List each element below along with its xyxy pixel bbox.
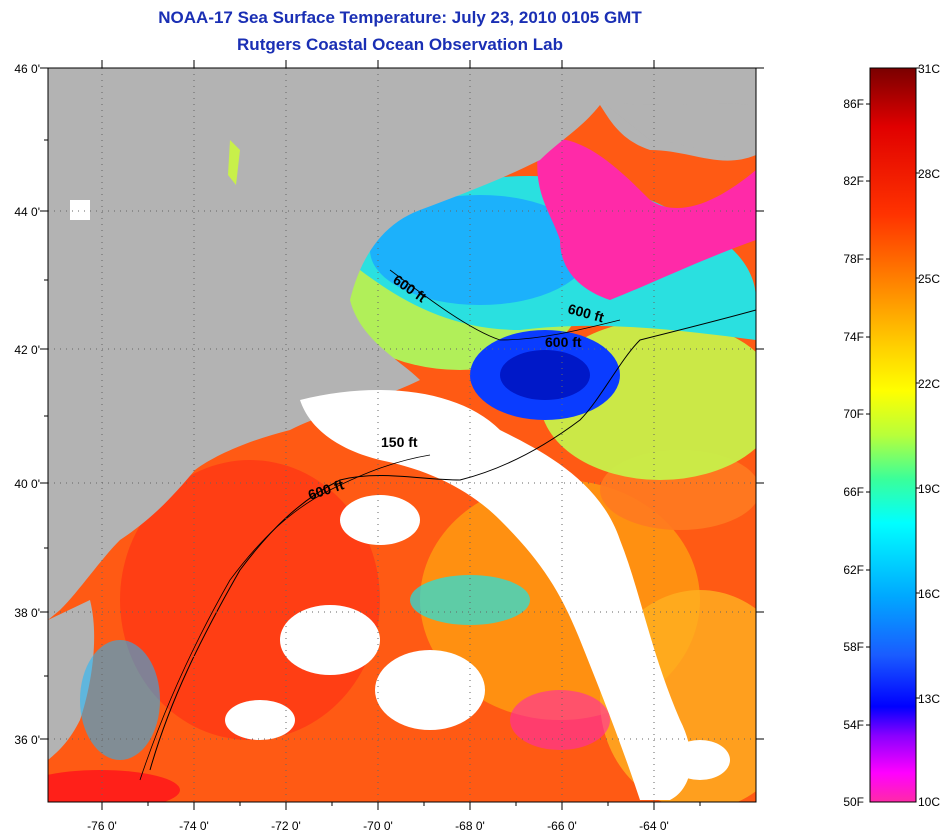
blue-water (370, 195, 590, 305)
contour-150ft (139, 454, 431, 781)
graticule (48, 68, 756, 802)
lat-label: 42 0' (14, 343, 40, 357)
c-label: 25C (918, 272, 940, 286)
contour-gulf-maine (389, 269, 621, 341)
lon-labels: -76 0' -74 0' -72 0' -70 0' -68 0' -66 0… (87, 819, 669, 833)
colorbar-c-labels: 31C 28C 25C 22C 19C 16C 13C 10C (918, 62, 940, 809)
cloud-patch (280, 605, 380, 675)
f-label: 86F (843, 97, 864, 111)
sst-imagery (48, 68, 756, 802)
lat-label: 40 0' (14, 477, 40, 491)
contour-label: 150 ft (381, 434, 418, 450)
axis-ticks (40, 60, 764, 810)
cloud-patch (225, 700, 295, 740)
land-delmarva (48, 600, 95, 760)
c-label: 16C (918, 587, 940, 601)
lon-label: -64 0' (639, 819, 669, 833)
coastal-warm (48, 770, 180, 802)
colorbar: 86F 82F 78F 74F 70F 66F 62F 58F 54F 50F … (843, 62, 940, 809)
c-label: 22C (918, 377, 940, 391)
cloud-patch (340, 495, 420, 545)
c-label: 31C (918, 62, 940, 76)
contour-label: 600 ft (545, 334, 582, 350)
cool-fringe (510, 690, 610, 750)
c-label: 10C (918, 795, 940, 809)
c-label: 13C (918, 692, 940, 706)
f-label: 70F (843, 407, 864, 421)
cloud-patch (375, 650, 485, 730)
cloud-patch (670, 740, 730, 780)
lon-label: -74 0' (179, 819, 209, 833)
lake-speck (70, 200, 90, 220)
cold-blue-core (500, 350, 590, 400)
land-nova-scotia (600, 100, 756, 158)
f-label: 78F (843, 252, 864, 266)
lake-speck (228, 140, 240, 185)
c-label: 28C (918, 167, 940, 181)
f-label: 82F (843, 174, 864, 188)
map-subtitle: Rutgers Coastal Ocean Observation Lab (237, 35, 563, 54)
lat-label: 38 0' (14, 606, 40, 620)
land-mass (48, 68, 756, 620)
f-label: 50F (843, 795, 864, 809)
map-title: NOAA-17 Sea Surface Temperature: July 23… (158, 8, 642, 27)
colorbar-ticks (866, 67, 920, 726)
colorbar-gradient (869, 67, 917, 803)
contour-600ft (149, 309, 756, 771)
colorbar-f-labels: 86F 82F 78F 74F 70F 66F 62F 58F 54F 50F (843, 97, 864, 809)
f-label: 54F (843, 718, 864, 732)
f-label: 66F (843, 485, 864, 499)
map-frame (47, 67, 757, 803)
f-label: 58F (843, 640, 864, 654)
lat-label: 46 0' (14, 62, 40, 76)
lon-label: -72 0' (271, 819, 301, 833)
magenta-water (537, 138, 756, 300)
lon-label: -68 0' (455, 819, 485, 833)
coastal-cool (80, 640, 160, 760)
lon-label: -66 0' (547, 819, 577, 833)
cool-fringe (410, 575, 530, 625)
lat-labels: 46 0' 44 0' 42 0' 40 0' 38 0' 36 0' (14, 62, 40, 747)
lon-label: -70 0' (363, 819, 393, 833)
c-label: 19C (918, 482, 940, 496)
f-label: 74F (843, 330, 864, 344)
cloud-band (300, 390, 691, 800)
f-label: 62F (843, 563, 864, 577)
lat-label: 44 0' (14, 205, 40, 219)
lat-label: 36 0' (14, 733, 40, 747)
lon-label: -76 0' (87, 819, 117, 833)
